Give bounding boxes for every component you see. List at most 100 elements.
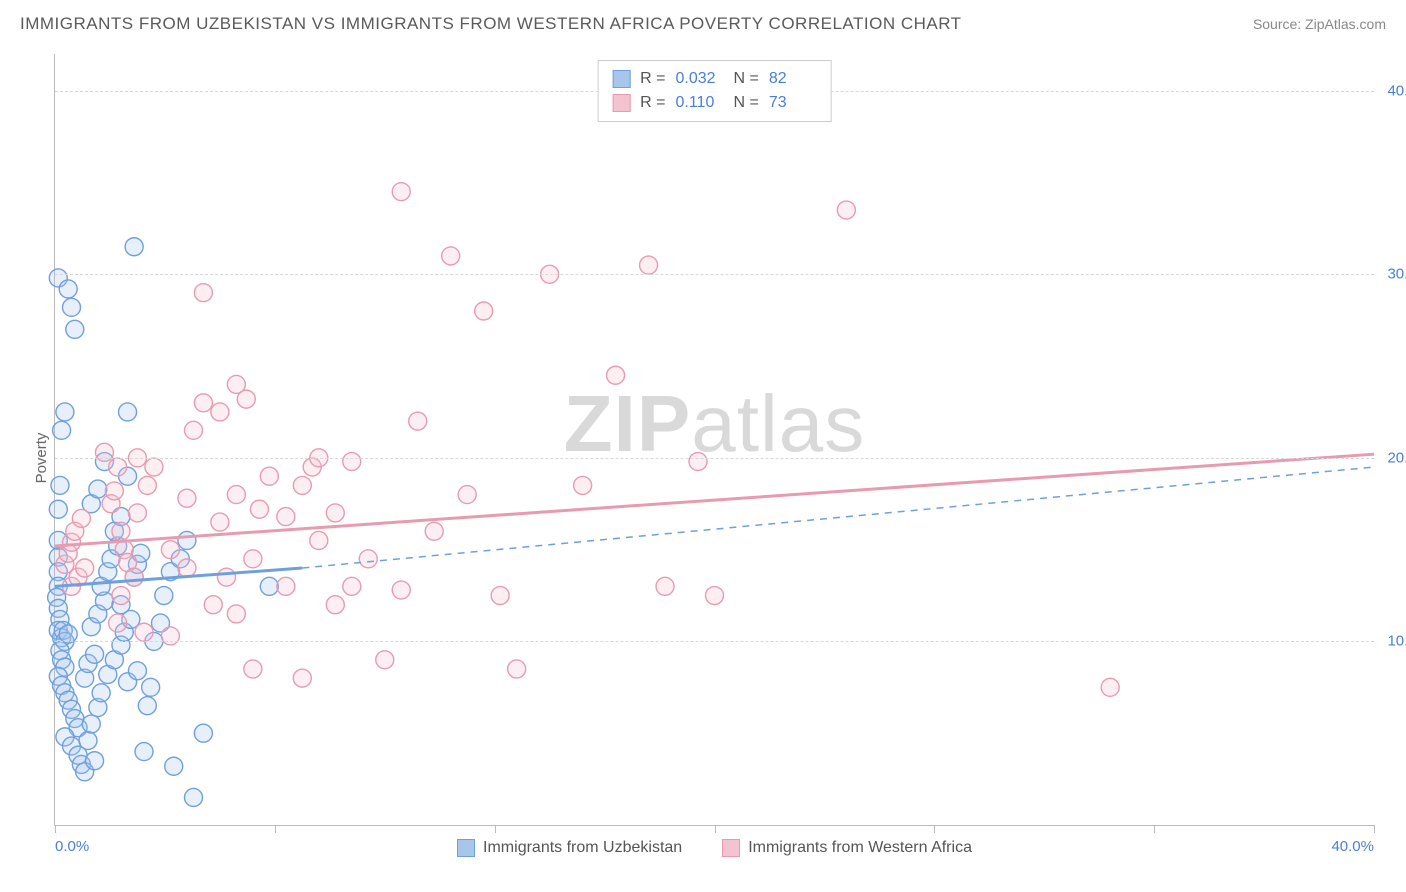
scatter-point	[125, 238, 143, 256]
plot-svg	[55, 54, 1374, 825]
trend-line	[55, 454, 1374, 546]
scatter-point	[277, 508, 295, 526]
source-label: Source: ZipAtlas.com	[1253, 16, 1386, 32]
scatter-point	[211, 513, 229, 531]
scatter-point	[260, 467, 278, 485]
scatter-point	[277, 577, 295, 595]
scatter-point	[184, 421, 202, 439]
scatter-point	[491, 587, 509, 605]
swatch-series-1	[612, 70, 630, 88]
legend-item-2: Immigrants from Western Africa	[722, 839, 972, 857]
x-tick	[715, 825, 716, 833]
scatter-point	[112, 522, 130, 540]
scatter-point	[475, 302, 493, 320]
x-tick	[275, 825, 276, 833]
scatter-point	[119, 403, 137, 421]
scatter-point	[607, 366, 625, 384]
x-tick	[1374, 825, 1375, 833]
scatter-point	[49, 500, 67, 518]
scatter-point	[51, 476, 69, 494]
y-tick-label: 30.0%	[1387, 266, 1406, 283]
scatter-point	[211, 403, 229, 421]
scatter-point	[227, 605, 245, 623]
chart-title: IMMIGRANTS FROM UZBEKISTAN VS IMMIGRANTS…	[20, 14, 962, 34]
scatter-point	[293, 476, 311, 494]
n-value-1: 82	[769, 67, 817, 91]
scatter-point	[53, 421, 71, 439]
swatch-series-2b	[722, 839, 740, 857]
scatter-point	[109, 458, 127, 476]
x-tick-label: 0.0%	[55, 838, 89, 855]
scatter-point	[142, 678, 160, 696]
scatter-point	[194, 284, 212, 302]
scatter-point	[178, 489, 196, 507]
scatter-point	[56, 403, 74, 421]
scatter-point	[293, 669, 311, 687]
scatter-point	[62, 298, 80, 316]
scatter-point	[92, 684, 110, 702]
scatter-point	[326, 504, 344, 522]
scatter-point	[508, 660, 526, 678]
scatter-point	[359, 550, 377, 568]
scatter-point	[178, 531, 196, 549]
scatter-point	[458, 486, 476, 504]
scatter-point	[59, 280, 77, 298]
y-tick-label: 10.0%	[1387, 633, 1406, 650]
scatter-point	[165, 757, 183, 775]
scatter-point	[310, 531, 328, 549]
scatter-point	[392, 581, 410, 599]
scatter-point	[184, 788, 202, 806]
r-label: R =	[640, 91, 665, 115]
scatter-point	[128, 504, 146, 522]
scatter-point	[178, 559, 196, 577]
scatter-point	[237, 390, 255, 408]
scatter-point	[204, 596, 222, 614]
swatch-series-2	[612, 94, 630, 112]
scatter-point	[837, 201, 855, 219]
scatter-point	[138, 476, 156, 494]
scatter-point	[574, 476, 592, 494]
x-tick	[1154, 825, 1155, 833]
scatter-point	[135, 623, 153, 641]
scatter-point	[250, 500, 268, 518]
scatter-point	[135, 743, 153, 761]
y-tick-label: 40.0%	[1387, 82, 1406, 99]
scatter-point	[66, 320, 84, 338]
scatter-point	[217, 568, 235, 586]
scatter-point	[72, 509, 90, 527]
scatter-point	[260, 577, 278, 595]
n-label: N =	[734, 67, 759, 91]
scatter-point	[194, 724, 212, 742]
x-tick	[934, 825, 935, 833]
scatter-point	[86, 752, 104, 770]
scatter-point	[138, 697, 156, 715]
scatter-point	[244, 550, 262, 568]
scatter-point	[343, 453, 361, 471]
scatter-point	[656, 577, 674, 595]
series-2-label: Immigrants from Western Africa	[748, 839, 972, 857]
y-axis-label: Poverty	[33, 433, 50, 484]
scatter-point	[326, 596, 344, 614]
plot-area: ZIPatlas R = 0.032 N = 82 R = 0.110 N = …	[54, 54, 1374, 826]
scatter-point	[376, 651, 394, 669]
scatter-point	[145, 458, 163, 476]
legend-item-1: Immigrants from Uzbekistan	[457, 839, 682, 857]
scatter-point	[161, 541, 179, 559]
chart-container: Poverty ZIPatlas R = 0.032 N = 82 R = 0.…	[18, 48, 1388, 868]
scatter-point	[76, 559, 94, 577]
scatter-point	[689, 453, 707, 471]
scatter-point	[442, 247, 460, 265]
x-tick	[55, 825, 56, 833]
scatter-point	[109, 614, 127, 632]
scatter-point	[425, 522, 443, 540]
r-value-2: 0.110	[676, 91, 724, 115]
swatch-series-1b	[457, 839, 475, 857]
series-legend: Immigrants from Uzbekistan Immigrants fr…	[55, 839, 1374, 857]
r-value-1: 0.032	[676, 67, 724, 91]
x-tick	[495, 825, 496, 833]
scatter-point	[409, 412, 427, 430]
scatter-point	[105, 482, 123, 500]
scatter-point	[155, 587, 173, 605]
scatter-point	[86, 645, 104, 663]
y-tick-label: 20.0%	[1387, 449, 1406, 466]
